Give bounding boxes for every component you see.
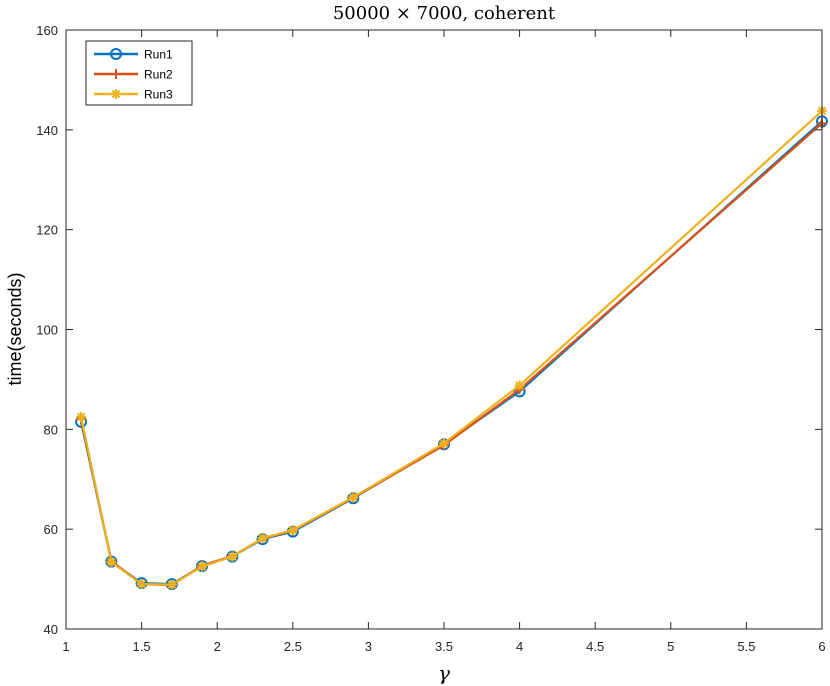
x-tick-label: 5.5 xyxy=(737,639,755,654)
x-tick-label: 1 xyxy=(62,639,69,654)
y-axis-label: time(seconds) xyxy=(5,272,25,385)
data-point-run3 xyxy=(257,533,268,544)
y-tick-label: 40 xyxy=(44,622,58,637)
y-tick-label: 60 xyxy=(44,522,58,537)
data-point-run3 xyxy=(197,561,208,572)
legend-label: Run1 xyxy=(144,48,173,62)
x-tick-label: 2 xyxy=(214,639,221,654)
x-axis-label: γ xyxy=(438,661,450,685)
data-point-run3 xyxy=(287,525,298,536)
plot-area xyxy=(66,30,822,629)
y-tick-label: 160 xyxy=(36,23,58,38)
x-tick-label: 3.5 xyxy=(435,639,453,654)
legend-label: Run2 xyxy=(144,68,173,82)
ticks-layer: 1 1.5 2 2.5 3 3.5 4 4.5 5 5.5 6 40 60 80 100 120 140 160 xyxy=(36,23,825,654)
data-point-run3 xyxy=(348,492,359,503)
data-point-run3 xyxy=(106,557,117,568)
legend-label: Run3 xyxy=(144,88,173,102)
data-point-run3 xyxy=(136,579,147,590)
series-line-run3 xyxy=(80,110,823,586)
series-layer xyxy=(75,105,828,591)
chart-title: 50000 × 7000, coherent xyxy=(333,3,556,24)
data-point-run3 xyxy=(439,438,449,449)
legend-marker xyxy=(110,48,122,60)
data-point-run3 xyxy=(166,579,177,590)
y-tick-label: 100 xyxy=(36,323,58,338)
data-point-run3 xyxy=(514,380,525,391)
legend-item-run1: Run1 xyxy=(94,48,173,62)
legend-marker xyxy=(111,89,121,99)
legend-item-run3: Run3 xyxy=(94,88,173,102)
legend-item-run2: Run2 xyxy=(94,68,173,82)
x-tick-label: 2.5 xyxy=(284,639,302,654)
data-point-run3 xyxy=(227,551,238,562)
x-tick-label: 5 xyxy=(667,639,674,654)
series-run3 xyxy=(76,105,827,590)
legend: Run1 Run2 Run3 xyxy=(85,40,193,106)
y-tick-label: 80 xyxy=(44,422,58,437)
y-tick-label: 120 xyxy=(36,223,58,238)
y-tick-label: 140 xyxy=(36,123,58,138)
legend-marker xyxy=(111,69,121,79)
x-tick-label: 3 xyxy=(365,639,372,654)
x-tick-label: 4.5 xyxy=(586,639,604,654)
data-point-run3 xyxy=(76,411,87,422)
x-tick-label: 4 xyxy=(516,639,523,654)
x-tick-label: 1.5 xyxy=(133,639,151,654)
x-tick-label: 6 xyxy=(818,639,825,654)
